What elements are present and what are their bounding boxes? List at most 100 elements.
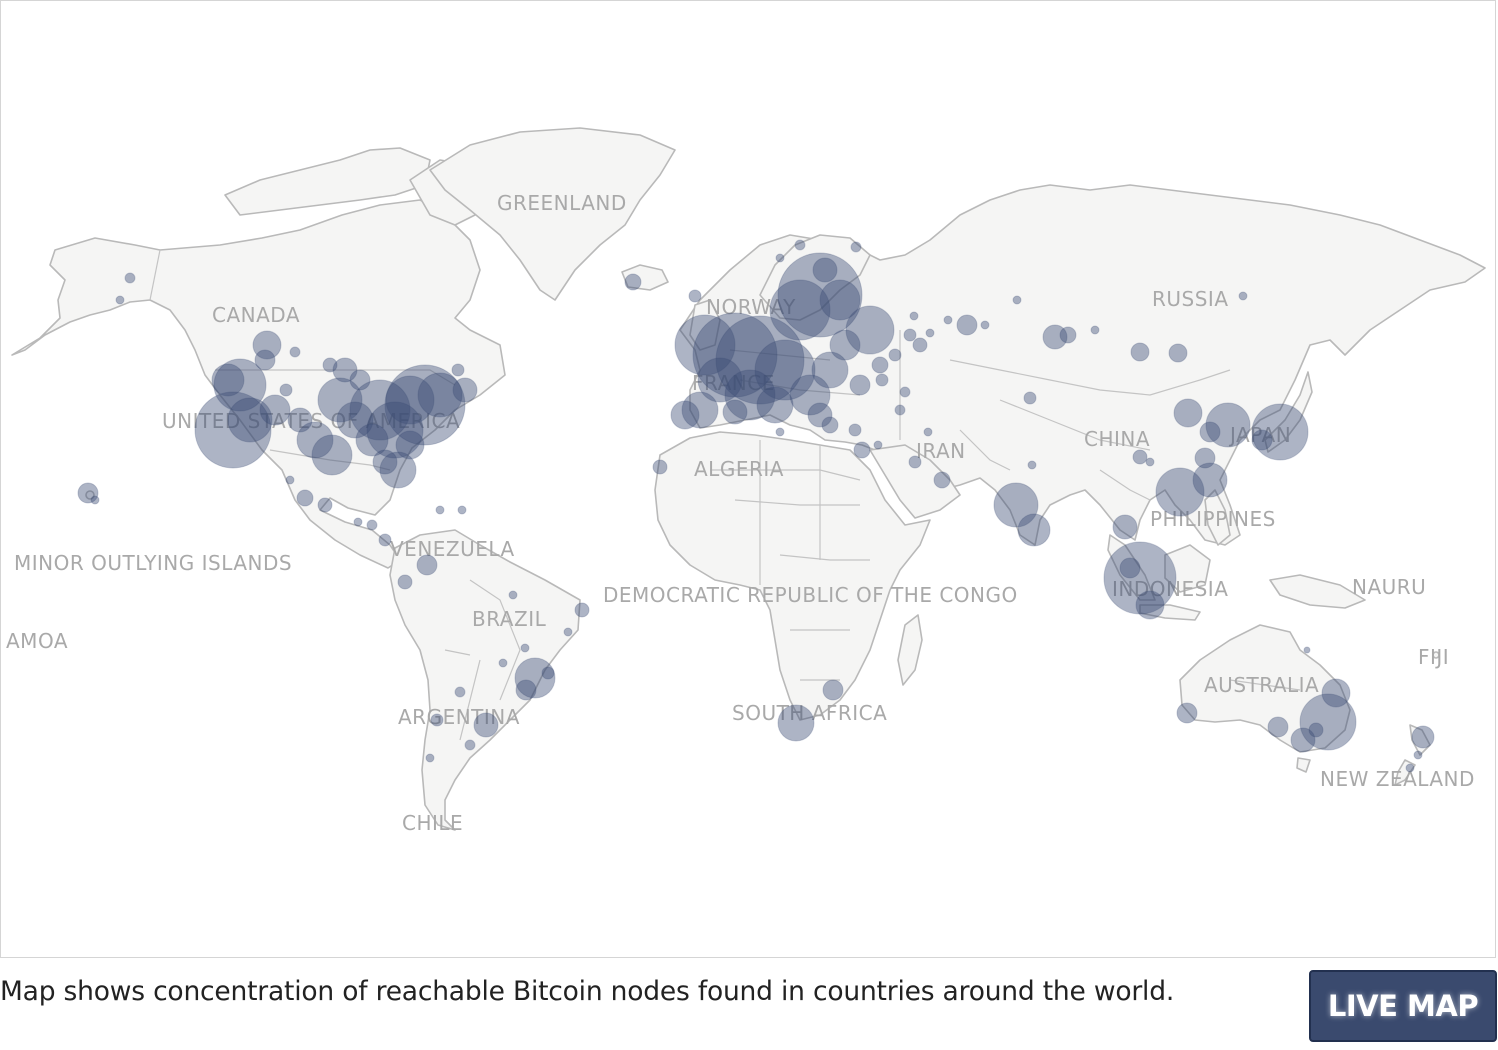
node-marker — [903, 328, 917, 342]
node-marker — [372, 449, 398, 475]
node-marker — [822, 679, 844, 701]
node-marker — [397, 574, 413, 590]
node-marker — [871, 356, 889, 374]
node-marker — [692, 312, 778, 398]
node-marker — [336, 401, 374, 439]
label-argentina: ARGENTINA — [398, 705, 520, 729]
node-marker — [1017, 513, 1051, 547]
label-usa: UNITED STATES OF AMERICA — [162, 409, 460, 433]
node-marker — [378, 533, 392, 547]
node-marker — [1205, 402, 1251, 448]
node-marker — [279, 383, 293, 397]
node-marker — [296, 421, 334, 459]
node-marker — [454, 686, 466, 698]
label-brazil: BRAZIL — [472, 607, 547, 631]
node-marker — [508, 590, 518, 600]
node-marker — [899, 386, 911, 398]
node-marker — [355, 423, 389, 457]
node-marker — [848, 423, 862, 437]
node-marker — [681, 391, 719, 429]
node-marker — [259, 394, 291, 426]
node-marker — [925, 328, 935, 338]
node-marker — [1155, 467, 1205, 517]
node-marker — [464, 739, 476, 751]
node-marker — [227, 397, 273, 443]
country-borders — [149, 249, 1301, 741]
java — [1139, 604, 1201, 621]
node-marker — [124, 272, 136, 284]
node-marker — [115, 295, 125, 305]
label-new-zealand: NEW ZEALAND — [1320, 767, 1475, 791]
node-marker — [514, 657, 556, 699]
philippines-island — [1204, 489, 1231, 546]
node-marker — [1303, 646, 1311, 654]
node-marker — [1042, 324, 1068, 350]
label-philippines: PHILIPPINES — [1150, 507, 1276, 531]
node-marker — [923, 427, 933, 437]
label-greenland: GREENLAND — [497, 191, 627, 215]
node-marker — [1411, 725, 1435, 749]
node-marker — [715, 315, 805, 405]
node-marker — [875, 373, 889, 387]
node-marker — [353, 517, 363, 527]
live-map-button[interactable]: LIVE MAP — [1309, 970, 1497, 1042]
node-marker — [384, 364, 466, 446]
borneo — [1164, 544, 1211, 593]
map-caption: Map shows concentration of reachable Bit… — [0, 976, 1175, 1007]
land-masses — [11, 127, 1486, 831]
node-marker — [789, 374, 831, 416]
label-france: FRANCE — [692, 371, 775, 395]
node-marker — [956, 314, 978, 336]
node-marker — [993, 482, 1039, 528]
label-china: CHINA — [1084, 427, 1150, 451]
madagascar — [897, 614, 923, 686]
node-marker — [756, 386, 794, 424]
node-marker — [1176, 702, 1198, 724]
node-marker — [812, 257, 838, 283]
label-algeria: ALGERIA — [694, 457, 784, 481]
label-samoa: AMOA — [6, 629, 68, 653]
node-marker — [943, 315, 953, 325]
node-marker — [821, 416, 839, 434]
node-marker — [1012, 295, 1022, 305]
node-marker — [1135, 590, 1165, 620]
node-marker — [722, 399, 748, 425]
label-fiji: FIJI — [1418, 645, 1449, 669]
node-marker — [574, 602, 590, 618]
label-south-africa: SOUTH AFRICA — [732, 701, 887, 725]
node-marker — [873, 440, 883, 450]
node-marker — [349, 379, 411, 441]
label-nauru: NAURU — [1352, 575, 1426, 599]
node-marker — [194, 391, 272, 469]
node-marker — [980, 320, 990, 330]
node-marker — [908, 455, 922, 469]
node-marker — [1027, 460, 1037, 470]
label-russia: RUSSIA — [1152, 287, 1229, 311]
south-america — [389, 529, 581, 831]
label-japan: JAPAN — [1228, 423, 1291, 447]
node-marker — [777, 704, 815, 742]
world-map[interactable]: GREENLAND CANADA UNITED STATES OF AMERIC… — [0, 0, 1498, 958]
node-marker — [1251, 403, 1309, 461]
node-marker — [520, 643, 530, 653]
node-marker — [451, 363, 465, 377]
label-iran: IRAN — [916, 439, 966, 463]
node-marker — [933, 471, 951, 489]
new-guinea — [1269, 574, 1366, 609]
node-marker — [697, 357, 743, 403]
node-marker — [541, 666, 555, 680]
node-marker — [515, 679, 537, 701]
node-marker — [894, 404, 906, 416]
node-marker — [430, 713, 444, 727]
label-chile: CHILE — [402, 811, 463, 835]
node-marker — [1023, 391, 1037, 405]
node-marker — [1321, 678, 1351, 708]
new-zealand-north — [1409, 724, 1431, 756]
node-marker — [395, 430, 425, 460]
label-australia: AUSTRALIA — [1204, 673, 1319, 697]
node-marker — [807, 402, 833, 428]
node-marker — [909, 311, 919, 321]
label-norway: NORWAY — [706, 295, 796, 319]
node-marker — [819, 279, 861, 321]
node-marker — [850, 241, 862, 253]
